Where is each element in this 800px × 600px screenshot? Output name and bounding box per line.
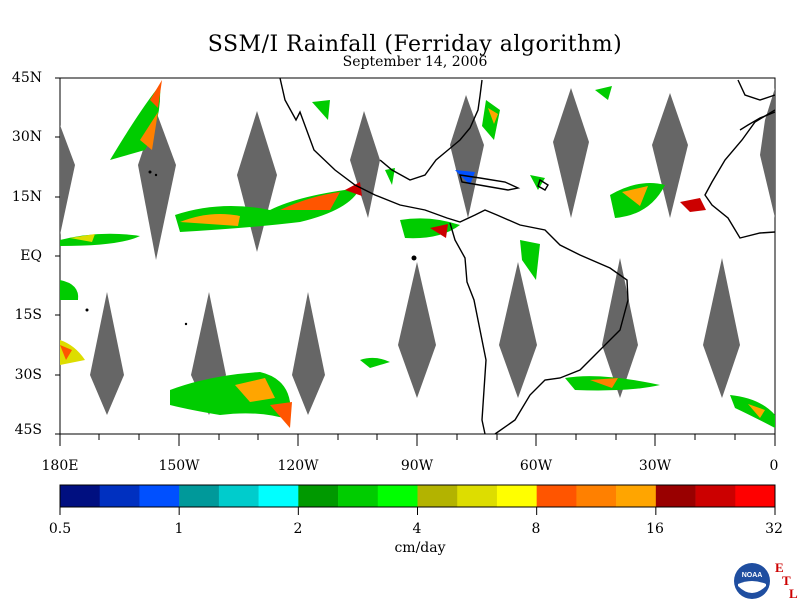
colorbar-label: 8 — [531, 521, 541, 537]
lon-label-120w: 120W — [277, 458, 319, 474]
colorbar-swatch — [457, 485, 498, 507]
colorbar-swatch — [139, 485, 180, 507]
lat-label-eq: EQ — [20, 248, 42, 264]
lat-ticks — [55, 77, 60, 435]
colorbar-swatch — [695, 485, 736, 507]
lon-label-180e: 180E — [41, 458, 79, 474]
lon-label-60w: 60W — [519, 458, 553, 474]
islands — [85, 170, 417, 326]
colorbar-swatch — [616, 485, 657, 507]
coastlines — [279, 77, 776, 435]
colorbar-label: 32 — [765, 521, 783, 537]
lat-label-15s: 15S — [14, 307, 42, 323]
svg-text:E: E — [775, 560, 784, 575]
colorbar-swatch — [179, 485, 220, 507]
colorbar-label: 16 — [646, 521, 664, 537]
colorbar-swatch — [417, 485, 458, 507]
lon-label-90w: 90W — [400, 458, 434, 474]
colorbar-label: 2 — [293, 521, 303, 537]
map-date: September 14, 2006 — [342, 54, 488, 70]
colorbar-swatch — [99, 485, 140, 507]
lat-label-45n: 45N — [11, 70, 42, 86]
colorbar-swatch — [218, 485, 259, 507]
noaa-etl-logo: NOAA E T L — [734, 560, 798, 600]
colorbar-swatch — [576, 485, 617, 507]
colorbar-label: 4 — [412, 521, 422, 537]
lon-label-0: 0 — [769, 458, 779, 474]
svg-text:T: T — [782, 573, 791, 588]
lon-label-30w: 30W — [638, 458, 672, 474]
colorbar-swatch — [258, 485, 299, 507]
lat-label-45s: 45S — [14, 422, 42, 438]
colorbar-swatch — [338, 485, 379, 507]
colorbar-units: cm/day — [394, 540, 446, 556]
rain-patches — [60, 80, 775, 428]
colorbar-swatch — [536, 485, 577, 507]
colorbar-swatch — [496, 485, 537, 507]
colorbar — [59, 484, 776, 515]
lon-label-150w: 150W — [158, 458, 200, 474]
colorbar-swatch — [298, 485, 339, 507]
lat-label-15n: 15N — [11, 189, 42, 205]
map-title: SSM/I Rainfall (Ferriday algorithm) — [207, 32, 623, 57]
lat-label-30n: 30N — [11, 129, 42, 145]
colorbar-swatch — [735, 485, 776, 507]
lon-ticks — [59, 434, 776, 446]
svg-text:NOAA: NOAA — [742, 572, 763, 579]
colorbar-swatch — [655, 485, 696, 507]
colorbar-label: 0.5 — [48, 521, 72, 537]
svg-text:L: L — [789, 586, 798, 600]
colorbar-label: 1 — [174, 521, 184, 537]
lat-label-30s: 30S — [14, 367, 42, 383]
no-data-gaps — [60, 88, 775, 415]
colorbar-swatch — [377, 485, 418, 507]
colorbar-swatch — [60, 485, 101, 507]
